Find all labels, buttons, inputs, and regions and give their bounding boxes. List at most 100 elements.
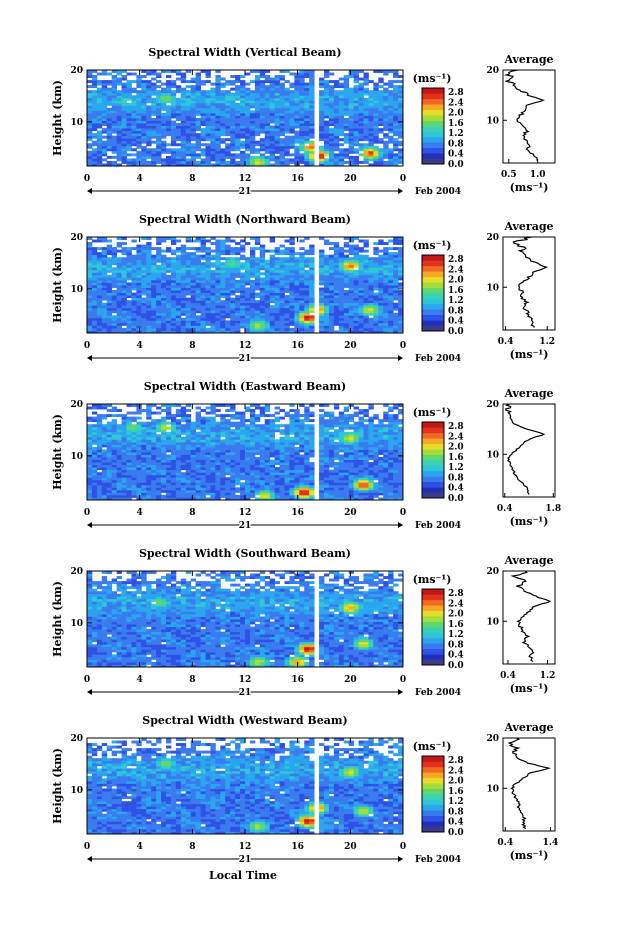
colorbar-segment bbox=[422, 158, 444, 165]
colorbar-tick-label: 1.6 bbox=[448, 787, 464, 797]
spectral-width-panel-0: Spectral Width (Vertical Beam) 10 20 Height… bbox=[51, 46, 556, 199]
average-x-axis-title: (ms⁻¹) bbox=[510, 181, 549, 194]
colorbar-tick-label: 1.6 bbox=[448, 286, 464, 296]
y-tick-label: 20 bbox=[70, 66, 83, 76]
colorbar-unit: (ms⁻¹) bbox=[413, 406, 452, 419]
y-tick-label: 20 bbox=[70, 567, 83, 577]
colorbar-segment bbox=[422, 422, 444, 428]
x-tick-label: 0 bbox=[400, 174, 406, 184]
colorbar-segment bbox=[422, 260, 444, 267]
colorbar-segment bbox=[422, 293, 444, 299]
x-tick-label: 0 bbox=[84, 341, 90, 351]
colorbar-tick-label: 0.0 bbox=[448, 327, 464, 337]
average-y-tick-label: 10 bbox=[486, 450, 499, 460]
y-axis-title: Height (km) bbox=[51, 414, 64, 490]
x-tick-label: 0 bbox=[400, 341, 406, 351]
y-tick-label: 20 bbox=[70, 734, 83, 744]
colorbar-segment bbox=[422, 265, 444, 272]
x-tick-label: 4 bbox=[137, 174, 143, 184]
colorbar-tick-label: 0.8 bbox=[448, 139, 464, 149]
colorbar-tick-label: 2.0 bbox=[448, 610, 464, 620]
x-tick-label: 0 bbox=[84, 508, 90, 518]
colorbar-segment bbox=[422, 476, 444, 483]
average-x-tick-label: 1.2 bbox=[539, 337, 555, 347]
average-profile-line bbox=[507, 737, 552, 830]
average-y-tick-label: 10 bbox=[486, 784, 499, 794]
colorbar-segment bbox=[422, 287, 444, 294]
colorbar-segment bbox=[422, 282, 444, 288]
x-tick-label: 0 bbox=[400, 675, 406, 685]
x-tick-label: 20 bbox=[344, 341, 357, 351]
colorbar-segment bbox=[422, 449, 444, 455]
day-arrow-left bbox=[87, 355, 92, 361]
colorbar-segment bbox=[422, 648, 444, 655]
x-tick-label: 12 bbox=[239, 675, 252, 685]
average-y-tick-label: 20 bbox=[486, 66, 499, 76]
colorbar-tick-label: 2.4 bbox=[448, 98, 464, 108]
average-title: Average bbox=[503, 554, 553, 567]
colorbar-segment bbox=[422, 142, 444, 149]
x-tick-label: 0 bbox=[400, 508, 406, 518]
colorbar-segment bbox=[422, 766, 444, 773]
panel-title: Spectral Width (Southward Beam) bbox=[139, 547, 351, 560]
colorbar-segment bbox=[422, 810, 444, 817]
x-tick-label: 16 bbox=[291, 508, 304, 518]
colorbar-tick-label: 2.4 bbox=[448, 599, 464, 609]
average-y-tick-label: 10 bbox=[486, 617, 499, 627]
x-tick-label: 8 bbox=[189, 174, 195, 184]
colorbar-tick-label: 2.0 bbox=[448, 276, 464, 286]
average-y-tick-label: 20 bbox=[486, 233, 499, 243]
colorbar-tick-label: 2.4 bbox=[448, 766, 464, 776]
colorbar-segment bbox=[422, 432, 444, 439]
colorbar-segment bbox=[422, 804, 444, 811]
y-tick-label: 20 bbox=[70, 233, 83, 243]
colorbar-tick-label: 0.8 bbox=[448, 807, 464, 817]
colorbar-segment bbox=[422, 136, 444, 143]
colorbar-segment bbox=[422, 643, 444, 650]
day-label: 21 bbox=[239, 521, 252, 531]
x-tick-label: 16 bbox=[291, 174, 304, 184]
x-tick-label: 0 bbox=[84, 174, 90, 184]
colorbar-segment bbox=[422, 88, 444, 94]
colorbar-frame bbox=[421, 87, 445, 165]
average-x-axis-title: (ms⁻¹) bbox=[510, 515, 549, 528]
colorbar-segment bbox=[422, 443, 444, 450]
colorbar-segment bbox=[422, 794, 444, 800]
panel-title: Spectral Width (Vertical Beam) bbox=[148, 46, 341, 59]
colorbar-tick-label: 1.6 bbox=[448, 453, 464, 463]
panel-title: Spectral Width (Eastward Beam) bbox=[144, 380, 346, 393]
day-arrow-right bbox=[398, 188, 403, 194]
average-x-axis-title: (ms⁻¹) bbox=[510, 348, 549, 361]
date-label: Feb 2004 bbox=[415, 688, 461, 698]
x-tick-label: 4 bbox=[137, 341, 143, 351]
colorbar-tick-label: 1.2 bbox=[448, 463, 464, 473]
x-tick-label: 16 bbox=[291, 675, 304, 685]
average-frame bbox=[502, 403, 556, 498]
x-tick-label: 20 bbox=[344, 675, 357, 685]
colorbar-segment bbox=[422, 320, 444, 326]
colorbar-tick-label: 0.4 bbox=[448, 484, 464, 494]
colorbar-segment bbox=[422, 325, 444, 332]
colorbar-segment bbox=[422, 783, 444, 789]
colorbar-segment bbox=[422, 761, 444, 768]
day-arrow-left bbox=[87, 689, 92, 695]
date-label: Feb 2004 bbox=[415, 855, 461, 865]
day-label: 21 bbox=[239, 855, 252, 865]
colorbar-segment bbox=[422, 826, 444, 833]
colorbar-tick-label: 0.4 bbox=[448, 651, 464, 661]
average-profile-line bbox=[504, 403, 546, 495]
x-tick-label: 20 bbox=[344, 174, 357, 184]
day-label: 21 bbox=[239, 187, 252, 197]
average-x-tick-label: 0.4 bbox=[498, 337, 514, 347]
x-tick-label: 16 bbox=[291, 842, 304, 852]
colorbar-segment bbox=[422, 298, 444, 305]
colorbar-segment bbox=[422, 788, 444, 795]
colorbar-tick-label: 0.0 bbox=[448, 828, 464, 838]
colorbar-segment bbox=[422, 487, 444, 493]
colorbar-segment bbox=[422, 659, 444, 666]
average-y-tick-label: 10 bbox=[486, 283, 499, 293]
colorbar-tick-label: 0.8 bbox=[448, 306, 464, 316]
colorbar-segment bbox=[422, 594, 444, 601]
colorbar-tick-label: 2.8 bbox=[448, 255, 464, 265]
day-label: 21 bbox=[239, 688, 252, 698]
